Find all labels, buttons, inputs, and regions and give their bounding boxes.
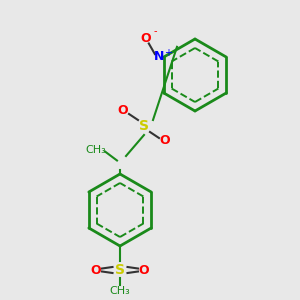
Text: O: O	[139, 263, 149, 277]
Text: S: S	[115, 263, 125, 277]
Text: CH₃: CH₃	[85, 145, 106, 155]
Text: S: S	[139, 119, 149, 133]
Text: CH₃: CH₃	[110, 286, 130, 296]
Text: O: O	[140, 32, 151, 46]
Text: O: O	[91, 263, 101, 277]
Text: O: O	[118, 104, 128, 118]
Text: O: O	[160, 134, 170, 148]
Text: +: +	[164, 47, 172, 58]
Text: N: N	[154, 50, 164, 64]
Text: -: -	[153, 26, 157, 37]
